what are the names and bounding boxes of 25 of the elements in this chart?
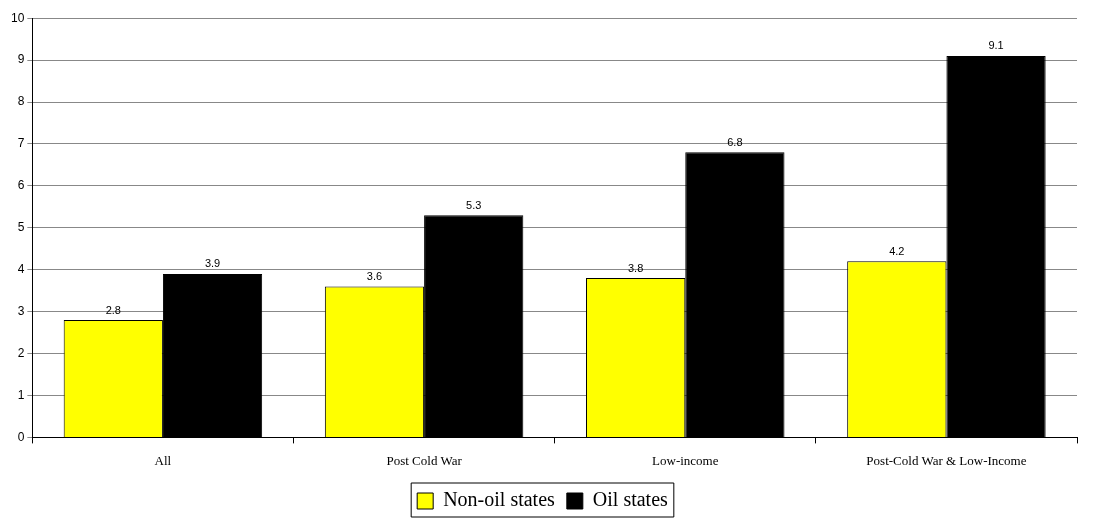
x-tick-label: Low-income bbox=[652, 452, 719, 468]
y-tick-label: 3 bbox=[17, 303, 25, 318]
y-tick-label: 4 bbox=[17, 262, 25, 277]
y-tick-label: 7 bbox=[17, 136, 25, 151]
data-label: 2.8 bbox=[105, 303, 121, 316]
y-tick-label: 9 bbox=[17, 52, 25, 67]
y-tick-label: 10 bbox=[10, 10, 25, 25]
y-tick-label: 8 bbox=[17, 94, 25, 109]
y-tick-label: 5 bbox=[17, 220, 25, 235]
x-tick-label: Post Cold War bbox=[386, 452, 463, 468]
data-label: 5.3 bbox=[466, 198, 482, 211]
y-tick-label: 2 bbox=[17, 345, 25, 360]
x-tick-label: All bbox=[154, 452, 172, 468]
data-label: 6.8 bbox=[727, 135, 743, 148]
y-tick-label: 0 bbox=[17, 429, 25, 444]
y-tick-label: 1 bbox=[17, 387, 25, 402]
data-label: 3.9 bbox=[204, 257, 221, 270]
data-label: 9.1 bbox=[988, 39, 1004, 52]
data-label: 4.2 bbox=[889, 244, 905, 257]
legend-label: Non-oil states bbox=[443, 488, 556, 511]
legend-label: Oil states bbox=[592, 488, 669, 511]
data-label: 3.6 bbox=[366, 270, 383, 283]
y-tick-label: 6 bbox=[17, 178, 25, 193]
data-label: 3.8 bbox=[627, 261, 644, 274]
x-tick-label: Post-Cold War & Low-Income bbox=[866, 452, 1027, 468]
